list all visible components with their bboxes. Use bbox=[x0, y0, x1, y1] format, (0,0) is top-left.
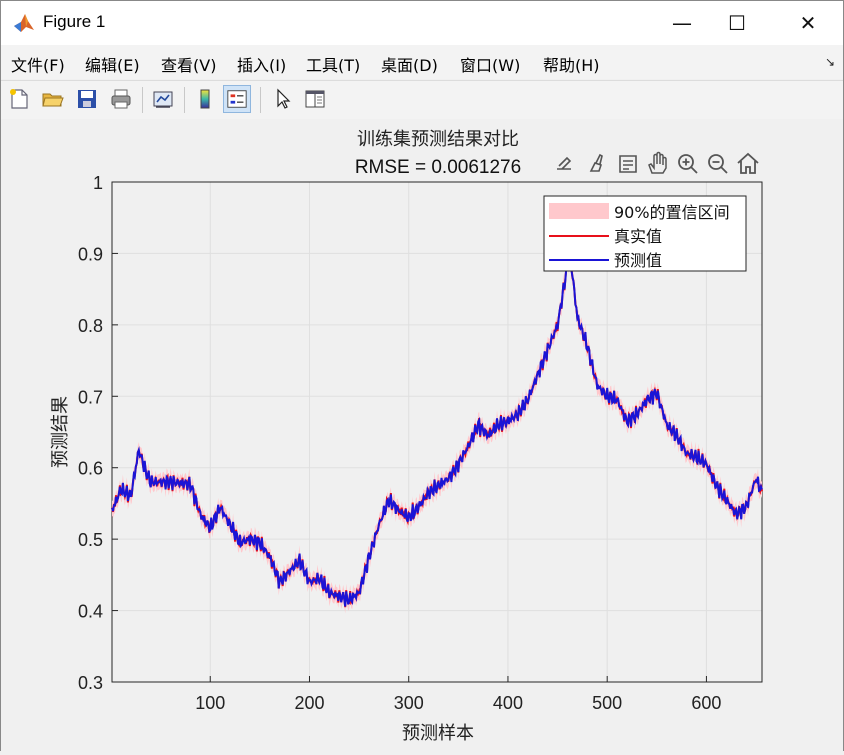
menu-window[interactable]: 窗口(W) bbox=[460, 56, 521, 75]
dock-arrow-icon[interactable]: ↘ bbox=[824, 55, 835, 69]
minimize-button[interactable]: — bbox=[659, 1, 705, 45]
home-icon bbox=[737, 152, 759, 174]
predicted-value-line bbox=[111, 245, 763, 607]
y-tick-label: 0.9 bbox=[78, 244, 103, 264]
title-bar: Figure 1 — ☐ ✕ bbox=[1, 1, 843, 45]
y-tick-label: 0.8 bbox=[78, 316, 103, 336]
y-tick-label: 0.3 bbox=[78, 673, 103, 693]
insert-colorbar-icon bbox=[200, 89, 210, 109]
y-tick-label: 1 bbox=[93, 173, 103, 193]
pan-icon bbox=[648, 151, 667, 174]
data-tips-icon bbox=[619, 155, 637, 173]
edit-plot-icon bbox=[277, 88, 291, 109]
chart-title: 训练集预测结果对比 bbox=[357, 129, 519, 150]
figure-canvas: 100 200 300 400 500 600 0.3 0.4 0.5 0.6 0.7 0.8 0.9 1… bbox=[1, 119, 843, 751]
edit-plot-button[interactable] bbox=[269, 85, 297, 113]
zoom-out-icon bbox=[708, 154, 724, 170]
insert-colorbar-button[interactable] bbox=[191, 85, 219, 113]
confidence-band bbox=[112, 239, 762, 614]
toolbar-separator bbox=[260, 87, 261, 113]
data-tips-button[interactable] bbox=[619, 155, 637, 173]
zoom-in-button[interactable] bbox=[678, 154, 698, 174]
x-tick-label: 600 bbox=[691, 693, 721, 713]
maximize-icon: ☐ bbox=[728, 11, 746, 35]
chart-svg: 100 200 300 400 500 6000.30.40.50.60.70.80.91… bbox=[50, 129, 763, 744]
home-button[interactable] bbox=[737, 152, 759, 174]
print-button[interactable] bbox=[107, 85, 135, 113]
menu-edit[interactable]: 编辑(E) bbox=[85, 56, 140, 75]
maximize-button[interactable]: ☐ bbox=[714, 1, 760, 45]
insert-legend-icon bbox=[227, 90, 247, 108]
toolbar-separator bbox=[142, 87, 143, 113]
y-axis-label: 预测结果 bbox=[50, 396, 71, 468]
x-tick-label: 300 bbox=[394, 693, 424, 713]
menu-file[interactable]: 文件(F) bbox=[11, 56, 65, 75]
menu-desktop[interactable]: 桌面(D) bbox=[381, 56, 438, 75]
x-tick-label: 400 bbox=[493, 693, 523, 713]
menu-bar: 文件(F) 编辑(E) 查看(V) 插入(I) 工具(T) 桌面(D) 窗口(W… bbox=[1, 45, 843, 79]
chart-subtitle: RMSE = 0.0061276 bbox=[355, 157, 521, 178]
legend-pred-label: 预测值 bbox=[614, 251, 662, 270]
window-title: Figure 1 bbox=[43, 12, 106, 31]
x-tick-label: 100 bbox=[195, 693, 225, 713]
axes-box[interactable] bbox=[111, 181, 763, 683]
y-tick-label: 0.4 bbox=[78, 602, 103, 622]
open-file-icon bbox=[42, 93, 64, 107]
close-button[interactable]: ✕ bbox=[785, 1, 831, 45]
y-tick-label: 0.7 bbox=[78, 387, 103, 407]
figure-toolbar bbox=[1, 80, 843, 120]
menu-help[interactable]: 帮助(H) bbox=[543, 56, 600, 75]
legend-band-swatch bbox=[549, 203, 609, 219]
property-inspector-icon bbox=[305, 90, 325, 108]
legend-true-label: 真实值 bbox=[614, 227, 662, 246]
close-icon: ✕ bbox=[799, 11, 817, 35]
toolbar-separator bbox=[184, 87, 185, 113]
x-axis-label: 预测样本 bbox=[402, 723, 474, 744]
new-figure-icon bbox=[10, 89, 28, 109]
axes-toolbar bbox=[557, 151, 759, 174]
insert-legend-button[interactable] bbox=[223, 85, 251, 113]
x-tick-label: 200 bbox=[294, 693, 324, 713]
y-tick-label: 0.5 bbox=[78, 530, 103, 550]
brush-icon bbox=[589, 153, 603, 172]
link-plot-button[interactable] bbox=[149, 85, 177, 113]
open-file-button[interactable] bbox=[39, 85, 67, 113]
print-icon bbox=[111, 89, 131, 109]
zoom-out-button[interactable] bbox=[708, 154, 728, 174]
legend-band-label: 90%的置信区间 bbox=[614, 203, 730, 222]
pan-button[interactable] bbox=[648, 151, 667, 174]
link-plot-icon bbox=[153, 91, 173, 108]
x-tick-label: 500 bbox=[592, 693, 622, 713]
menu-insert[interactable]: 插入(I) bbox=[237, 56, 287, 75]
save-button[interactable] bbox=[73, 85, 101, 113]
tick-labels: 100 200 300 400 500 600 0.3 0.4 0.5 0.6 0.7 0.8 0.9 1 bbox=[78, 173, 721, 713]
save-icon bbox=[78, 90, 96, 108]
menu-tools[interactable]: 工具(T) bbox=[306, 56, 361, 75]
minimize-icon: — bbox=[672, 11, 692, 35]
y-tick-label: 0.6 bbox=[78, 459, 103, 479]
zoom-in-icon bbox=[678, 154, 694, 170]
brush-button[interactable] bbox=[589, 153, 603, 172]
legend[interactable]: 90%的置信区间 真实值 预测值 bbox=[543, 195, 747, 272]
true-value-line bbox=[111, 244, 763, 608]
new-figure-button[interactable] bbox=[5, 85, 33, 113]
menu-view[interactable]: 查看(V) bbox=[161, 56, 217, 75]
export-button[interactable] bbox=[557, 156, 572, 170]
matlab-logo-icon bbox=[14, 14, 34, 32]
export-icon bbox=[557, 156, 572, 170]
property-inspector-button[interactable] bbox=[301, 85, 329, 113]
